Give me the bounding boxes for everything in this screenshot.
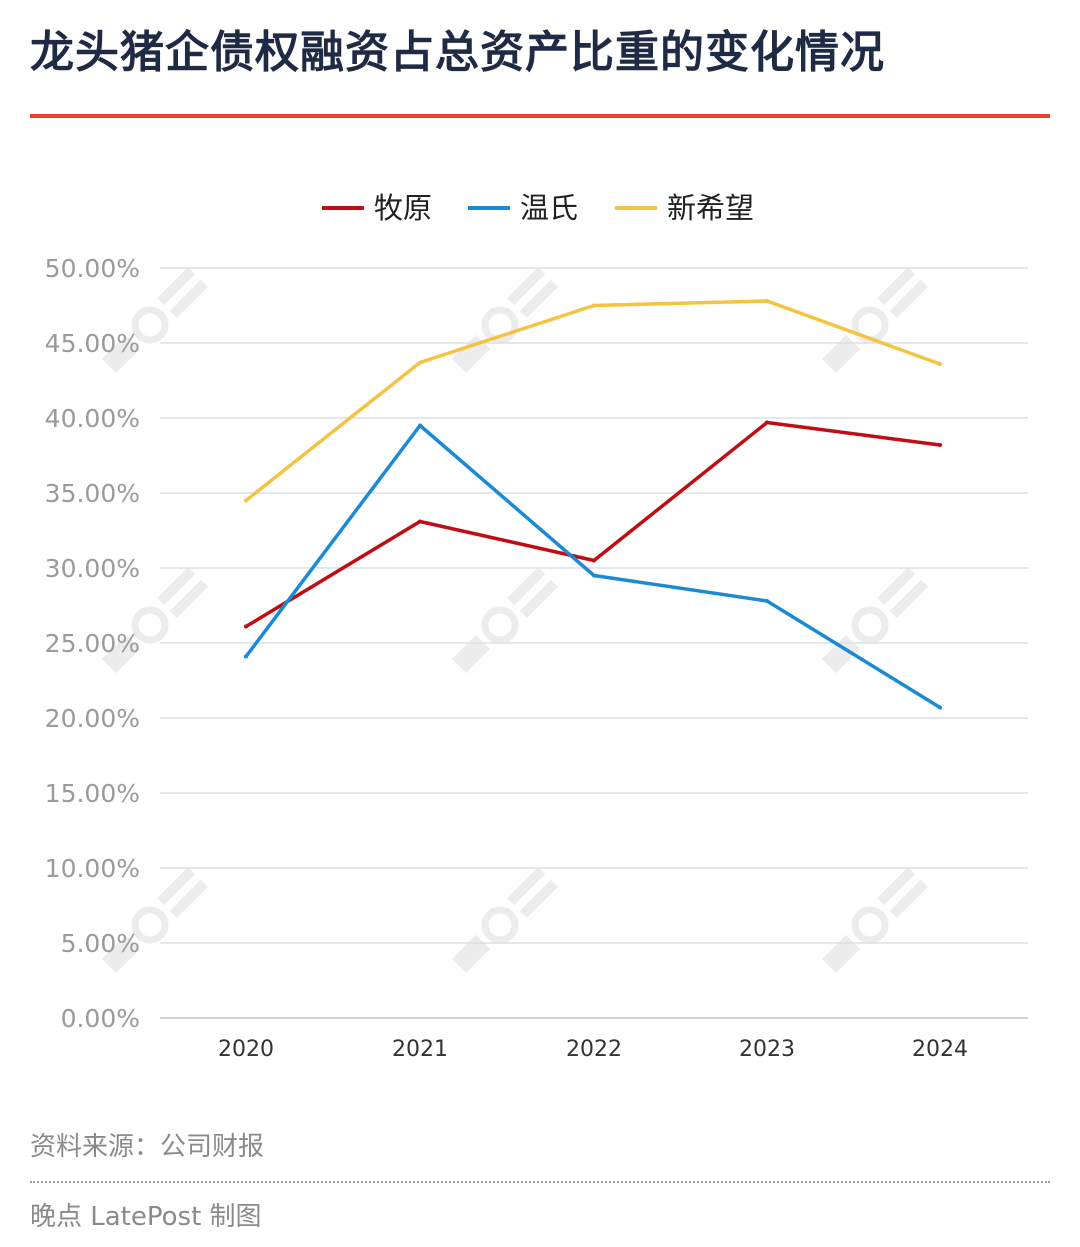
series-0-point bbox=[244, 624, 248, 629]
line-chart: 0.00% 5.00% 10.00% 15.00% 20.00% 25.00% 30.00%… bbox=[45, 191, 1028, 1062]
legend: 牧原 温氏 新希望 bbox=[322, 191, 754, 225]
watermark bbox=[821, 267, 928, 374]
y-tick-label: 10.00% bbox=[45, 854, 140, 883]
legend-label: 温氏 bbox=[520, 191, 578, 225]
y-tick-label: 45.00% bbox=[45, 329, 140, 358]
watermark bbox=[821, 567, 928, 674]
series-1-point bbox=[765, 599, 769, 603]
y-tick-label: 35.00% bbox=[45, 479, 140, 508]
series-0-point bbox=[938, 443, 942, 447]
series-1-point bbox=[592, 573, 596, 578]
series-lines bbox=[244, 299, 942, 710]
y-tick-label: 15.00% bbox=[45, 779, 140, 808]
series-1-point bbox=[244, 654, 248, 659]
gridlines bbox=[160, 267, 1028, 1019]
series-2-point bbox=[938, 362, 942, 366]
x-tick-label: 2024 bbox=[912, 1037, 968, 1062]
series-2-point bbox=[244, 498, 248, 503]
y-tick-label: 20.00% bbox=[45, 704, 140, 733]
watermark bbox=[101, 267, 208, 374]
series-0-point bbox=[592, 558, 596, 563]
source-note: 资料来源：公司财报 bbox=[30, 1132, 265, 1162]
footer-divider bbox=[30, 1181, 1050, 1183]
watermark bbox=[821, 867, 928, 974]
series-1-point bbox=[938, 705, 942, 710]
x-tick-label: 2021 bbox=[392, 1037, 448, 1062]
y-tick-label: 0.00% bbox=[61, 1004, 140, 1033]
credit-note: 晚点 LatePost 制图 bbox=[30, 1202, 262, 1232]
y-tick-label: 50.00% bbox=[45, 254, 140, 283]
series-0-point bbox=[765, 420, 769, 425]
series-0-point bbox=[418, 519, 422, 524]
watermark bbox=[101, 567, 208, 674]
watermark bbox=[451, 567, 558, 674]
y-tick-label: 40.00% bbox=[45, 404, 140, 433]
watermark bbox=[101, 867, 208, 974]
y-tick-label: 30.00% bbox=[45, 554, 140, 583]
series-2-point bbox=[765, 299, 769, 303]
x-axis-tick-labels: 2020 2021 2022 2023 2024 bbox=[218, 1037, 968, 1062]
series-2-point bbox=[592, 303, 596, 308]
series-line-0 bbox=[244, 420, 942, 629]
chart-title: 龙头猪企债权融资占总资产比重的变化情况 bbox=[30, 27, 885, 78]
series-line-2 bbox=[244, 299, 942, 503]
x-tick-label: 2022 bbox=[566, 1037, 622, 1062]
legend-label: 牧原 bbox=[374, 191, 432, 225]
x-tick-label: 2023 bbox=[739, 1037, 795, 1062]
y-tick-label: 25.00% bbox=[45, 629, 140, 658]
series-1-point bbox=[418, 423, 422, 428]
title-divider bbox=[30, 114, 1050, 118]
y-axis-tick-labels: 0.00% 5.00% 10.00% 15.00% 20.00% 25.00% 30.00%… bbox=[45, 254, 140, 1033]
x-tick-label: 2020 bbox=[218, 1037, 274, 1062]
watermark bbox=[451, 867, 558, 974]
series-2-point bbox=[418, 360, 422, 365]
watermarks bbox=[101, 267, 928, 974]
legend-label: 新希望 bbox=[667, 191, 754, 225]
y-tick-label: 5.00% bbox=[61, 929, 140, 958]
